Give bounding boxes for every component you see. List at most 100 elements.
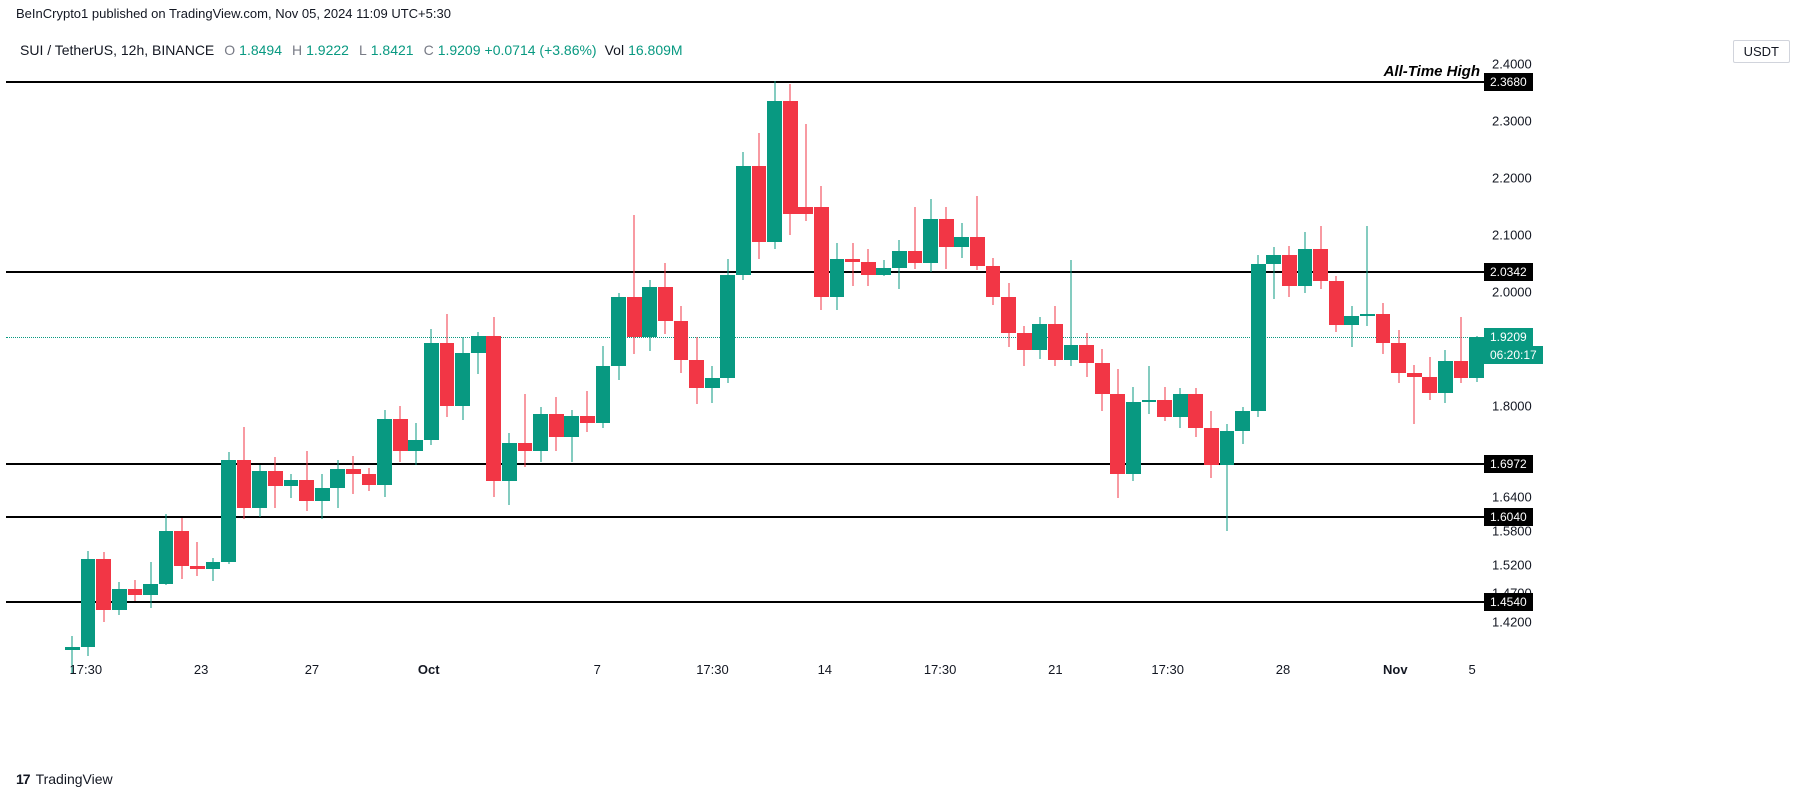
y-tick: 1.8000	[1492, 398, 1532, 413]
candle	[767, 64, 782, 656]
high-value: 1.9222	[306, 42, 349, 58]
candle	[112, 64, 127, 656]
candle	[814, 64, 829, 656]
price-label: 2.3680	[1484, 73, 1533, 91]
open-label: O	[224, 42, 235, 58]
candle	[908, 64, 923, 656]
y-tick: 2.0000	[1492, 284, 1532, 299]
y-axis[interactable]: 2.40002.30002.20002.10002.00001.80001.64…	[1484, 64, 1564, 656]
candle	[1173, 64, 1188, 656]
candle	[533, 64, 548, 656]
candle	[1329, 64, 1344, 656]
candle	[970, 64, 985, 656]
candle	[159, 64, 174, 656]
candle	[705, 64, 720, 656]
candle	[939, 64, 954, 656]
candle	[830, 64, 845, 656]
candle	[1204, 64, 1219, 656]
candle	[1422, 64, 1437, 656]
candle	[1454, 64, 1469, 656]
candle	[1142, 64, 1157, 656]
candle	[752, 64, 767, 656]
candle	[299, 64, 314, 656]
candle	[1407, 64, 1422, 656]
price-chart[interactable]: All-Time High	[6, 64, 1484, 656]
symbol-text: SUI / TetherUS, 12h, BINANCE	[20, 42, 214, 58]
candle	[736, 64, 751, 656]
candle	[81, 64, 96, 656]
y-tick: 1.4200	[1492, 614, 1532, 629]
candle	[1220, 64, 1235, 656]
symbol-ohlc: SUI / TetherUS, 12h, BINANCE O1.8494 H1.…	[20, 42, 683, 58]
x-tick: Nov	[1383, 662, 1408, 677]
candle	[315, 64, 330, 656]
candle	[783, 64, 798, 656]
candle	[128, 64, 143, 656]
low-label: L	[359, 42, 367, 58]
candle	[1064, 64, 1079, 656]
price-label: 1.4540	[1484, 593, 1533, 611]
candle	[362, 64, 377, 656]
candle	[440, 64, 455, 656]
y-tick: 1.5200	[1492, 557, 1532, 572]
x-tick: 17:30	[696, 662, 729, 677]
candle	[923, 64, 938, 656]
candle	[1469, 64, 1484, 656]
candle	[252, 64, 267, 656]
candle	[1251, 64, 1266, 656]
x-tick: 27	[305, 662, 319, 677]
x-tick: 28	[1276, 662, 1290, 677]
currency-badge[interactable]: USDT	[1733, 40, 1790, 63]
candle	[1048, 64, 1063, 656]
candle	[486, 64, 501, 656]
x-tick: 7	[594, 662, 601, 677]
candle	[674, 64, 689, 656]
candle	[642, 64, 657, 656]
candle	[96, 64, 111, 656]
y-tick: 2.3000	[1492, 113, 1532, 128]
candle	[1079, 64, 1094, 656]
candle	[502, 64, 517, 656]
candle	[720, 64, 735, 656]
y-tick: 1.6400	[1492, 489, 1532, 504]
candle	[393, 64, 408, 656]
candle	[580, 64, 595, 656]
candle	[237, 64, 252, 656]
tradingview-logo-icon: 17	[16, 771, 30, 787]
candle	[1126, 64, 1141, 656]
candle	[1266, 64, 1281, 656]
publish-info: BeInCrypto1 published on TradingView.com…	[16, 6, 451, 21]
candle	[1001, 64, 1016, 656]
candle	[1188, 64, 1203, 656]
x-axis[interactable]: 17:302327Oct717:301417:302117:3028Nov5	[6, 656, 1484, 684]
price-label: 1.6972	[1484, 455, 1533, 473]
candle	[65, 64, 80, 656]
x-tick: 17:30	[924, 662, 957, 677]
volume-label: Vol	[605, 42, 624, 58]
x-tick: 21	[1048, 662, 1062, 677]
candle	[1017, 64, 1032, 656]
x-tick: 23	[194, 662, 208, 677]
candle	[689, 64, 704, 656]
candle	[798, 64, 813, 656]
candle	[892, 64, 907, 656]
x-tick: 14	[818, 662, 832, 677]
price-label: 1.6040	[1484, 508, 1533, 526]
candle	[986, 64, 1001, 656]
candle	[1438, 64, 1453, 656]
volume-value: 16.809M	[628, 42, 682, 58]
candle	[455, 64, 470, 656]
candle	[861, 64, 876, 656]
candle	[1235, 64, 1250, 656]
open-value: 1.8494	[239, 42, 282, 58]
candle	[1344, 64, 1359, 656]
candle	[1110, 64, 1125, 656]
candle	[284, 64, 299, 656]
candle	[1376, 64, 1391, 656]
tradingview-attribution: 17 TradingView	[16, 771, 113, 787]
x-tick: Oct	[418, 662, 440, 677]
countdown-timer: 06:20:17	[1484, 346, 1543, 364]
candle	[611, 64, 626, 656]
candle	[190, 64, 205, 656]
candle	[1157, 64, 1172, 656]
